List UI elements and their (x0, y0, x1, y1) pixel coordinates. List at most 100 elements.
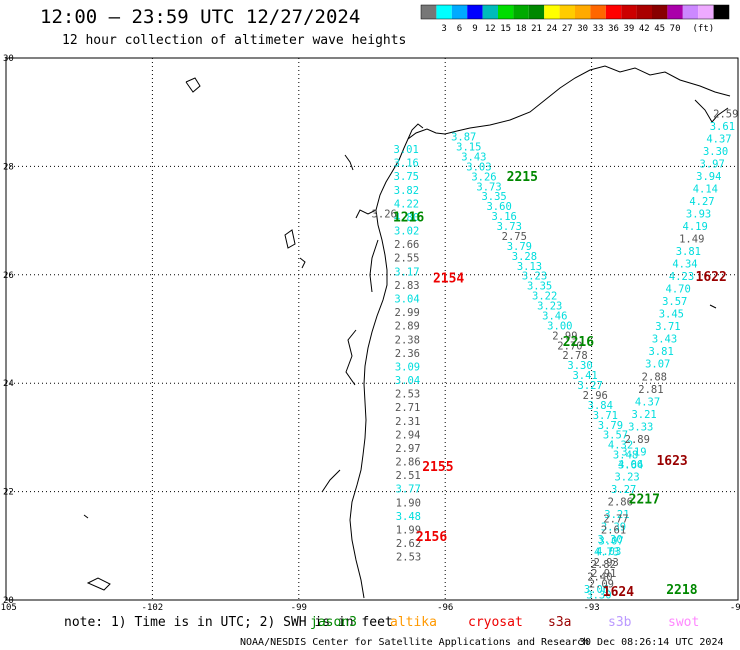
coastline (83, 65, 731, 599)
wave-height-label: 3.48 (396, 511, 421, 523)
wave-height-label: 3.84 (588, 400, 613, 412)
wave-height-label: 2.61 (601, 525, 626, 537)
wave-height-label: 4.32 (608, 440, 633, 452)
wave-height-label: 2.53 (396, 552, 421, 564)
colorbar-label: 36 (608, 24, 619, 34)
wave-height-label: 4.23 (669, 271, 694, 283)
wave-height-label: 3.75 (394, 171, 419, 183)
colorbar-label: 9 (472, 24, 477, 34)
wave-height-label: 2.86 (608, 496, 633, 508)
colorbar-swatch (513, 5, 529, 19)
lon-tick-label: -102 (142, 603, 164, 613)
wave-height-label: 3.27 (578, 380, 603, 392)
island-fragment (83, 514, 89, 519)
lon-tick-label: -93 (583, 603, 599, 613)
wave-height-label: 4.19 (683, 221, 708, 233)
colorbar-swatch (467, 5, 483, 19)
lon-tick-label: -96 (437, 603, 453, 613)
lon-tick-label: -99 (291, 603, 307, 613)
legend-item-s3b: s3b (608, 615, 632, 630)
lat-tick-label: 22 (3, 488, 14, 498)
pass-id-label: 2218 (666, 583, 697, 598)
wave-height-label: 4.27 (689, 196, 714, 208)
map-frame (5, 57, 739, 601)
wave-height-label: 3.30 (586, 590, 611, 602)
colorbar-swatch (682, 5, 699, 19)
colorbar: 3 6 9 12 15 18 21 24 27 30 33 36 39 42 45 70 (ft) (420, 4, 730, 34)
colorbar-label: 33 (593, 24, 604, 34)
lon-tick-label: -90 (730, 603, 740, 613)
pass-id-label: 2155 (422, 460, 453, 475)
wave-height-label: 3.64 (618, 460, 643, 472)
wave-height-label: 4.70 (666, 284, 691, 296)
wave-height-label: 3.22 (532, 291, 557, 303)
legend-item-s3a: s3a (548, 615, 571, 630)
satellite-legend: note: 1) Time is in UTC; 2) SWH is in fe… (64, 615, 724, 648)
pass-isolated: 3.26 (372, 209, 397, 221)
lon-tick-label: -105 (0, 603, 17, 613)
legend-item-jason3: jason3 (310, 615, 357, 630)
inland-lake-1 (185, 77, 201, 93)
colorbar-swatch (436, 5, 452, 19)
lat-tick-label: 26 (3, 271, 14, 281)
wave-height-label: 3.00 (547, 320, 572, 332)
legend-item-altika: altika (390, 615, 437, 630)
colorbar-swatch (575, 5, 591, 19)
map-title: 12:00 – 23:59 UTC 12/27/2024 (40, 6, 361, 28)
wave-height-label: 3.23 (537, 301, 562, 313)
colorbar-label: 12 (485, 24, 496, 34)
map-subtitle: 12 hour collection of altimeter wave hei… (62, 33, 407, 48)
wave-height-label: 3.07 (645, 359, 670, 371)
colorbar-label: 15 (500, 24, 511, 34)
wave-height-label: 3.07 (598, 535, 623, 547)
wave-height-label: 3.26 (471, 171, 496, 183)
wave-height-label: 2.99 (552, 330, 577, 342)
pass-id-label: 1622 (696, 270, 727, 285)
pass-id-label: 2154 (433, 272, 464, 287)
wave-height-label: 2.99 (394, 307, 419, 319)
wave-height-label: 3.94 (696, 171, 721, 183)
wave-height-label: 3.35 (481, 191, 506, 203)
pass-id-label: 2156 (416, 530, 447, 545)
wave-height-label: 1.90 (396, 497, 421, 509)
wave-height-label: 2.62 (396, 538, 421, 550)
wave-height-label: 2.82 (591, 559, 616, 571)
inland-lake-3 (299, 257, 306, 269)
colorbar-label: 27 (562, 24, 573, 34)
wave-height-label: 3.30 (703, 146, 728, 158)
inland-river-1 (344, 154, 354, 171)
pass-labels: 2215 1216 2154 2216 1622 1623 2155 2217 2156 1624… (393, 170, 727, 600)
inland-lake-2 (284, 229, 296, 249)
wave-height-label: 3.35 (527, 281, 552, 293)
colorbar-border (420, 4, 730, 20)
wave-height-label: 3.60 (486, 201, 511, 213)
texas-coastline (349, 128, 458, 599)
wave-height-label: 3.04 (395, 375, 420, 387)
wave-height-label: 3.46 (542, 310, 567, 322)
wave-height-label: 2.66 (394, 239, 419, 251)
island-fragment-2 (709, 304, 717, 309)
wave-height-label: 2.93 (594, 557, 619, 569)
colorbar-label: 42 (639, 24, 650, 34)
wave-height-label: 2.59 (713, 108, 738, 120)
wave-height-label: 3.81 (676, 246, 701, 258)
wave-height-label: 2.77 (603, 514, 628, 526)
wave-height-label: 3.15 (456, 142, 481, 154)
wave-height-label: 3.79 (507, 241, 532, 253)
wave-height-label: 3.16 (492, 211, 517, 223)
wave-height-label: 3.43 (652, 334, 677, 346)
colorbar-swatch (698, 5, 714, 19)
wave-height-label: 4.14 (693, 183, 718, 195)
galveston-bay (407, 123, 424, 140)
colorbar-swatch (528, 5, 545, 19)
colorbar-swatch (482, 5, 498, 19)
wave-height-label: 3.77 (396, 484, 421, 496)
wave-height-label: 2.97 (395, 443, 420, 455)
wave-height-label: 4.37 (635, 396, 660, 408)
colorbar-unit: (ft) (693, 24, 715, 34)
colorbar-label: 45 (654, 24, 665, 34)
footer-credit: NOAA/NESDIS Center for Satellite Applica… (240, 637, 589, 648)
wave-height-label: 2.94 (395, 429, 420, 441)
wave-height-label: 3.43 (461, 151, 486, 163)
